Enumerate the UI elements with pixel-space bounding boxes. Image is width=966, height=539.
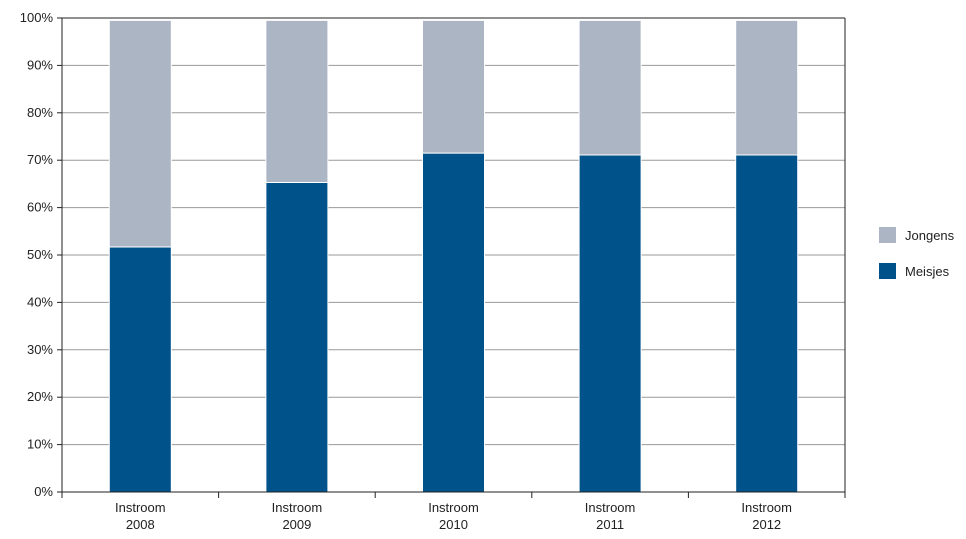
y-tick-label: 100% xyxy=(20,10,54,25)
y-tick-label: 40% xyxy=(27,294,53,309)
legend-swatch-meisjes xyxy=(879,263,896,279)
bar-meisjes xyxy=(108,246,172,493)
bar-jongens xyxy=(108,19,172,248)
x-tick-label: 2012 xyxy=(752,517,781,532)
bar-jongens xyxy=(735,19,799,156)
x-tick-label: Instroom xyxy=(428,500,479,515)
y-tick-label: 60% xyxy=(27,200,53,215)
bar-jongens xyxy=(578,19,642,156)
y-tick-label: 80% xyxy=(27,105,53,120)
y-tick-label: 0% xyxy=(34,484,53,499)
axes: 0% 10% 20% 30% 40% 50% 60% 70% 80% 90% 100% Instroo… xyxy=(20,10,846,532)
x-tick-label: Instroom xyxy=(115,500,166,515)
x-tick-label: 2009 xyxy=(282,517,311,532)
x-tick-label: Instroom xyxy=(272,500,323,515)
legend-swatch-jongens xyxy=(879,227,896,243)
y-tick-label: 30% xyxy=(27,342,53,357)
bars xyxy=(108,19,799,493)
x-tick-label: Instroom xyxy=(585,500,636,515)
legend-label-jongens: Jongens xyxy=(905,228,955,243)
x-tick-label: 2008 xyxy=(126,517,155,532)
y-tick-label: 10% xyxy=(27,437,53,452)
x-tick-label: 2010 xyxy=(439,517,468,532)
bar-meisjes xyxy=(265,181,329,493)
x-tick-label: Instroom xyxy=(741,500,792,515)
y-tick-label: 90% xyxy=(27,57,53,72)
legend: Jongens Meisjes xyxy=(879,227,955,279)
bar-meisjes xyxy=(735,154,799,493)
y-tick-label: 20% xyxy=(27,389,53,404)
bar-meisjes xyxy=(578,154,642,493)
y-tick-label: 50% xyxy=(27,247,53,262)
bar-jongens xyxy=(265,19,329,183)
bar-meisjes xyxy=(422,152,485,493)
x-tick-label: 2011 xyxy=(596,517,624,532)
bar-jongens xyxy=(422,19,485,154)
legend-label-meisjes: Meisjes xyxy=(905,264,950,279)
y-tick-label: 70% xyxy=(27,152,53,167)
